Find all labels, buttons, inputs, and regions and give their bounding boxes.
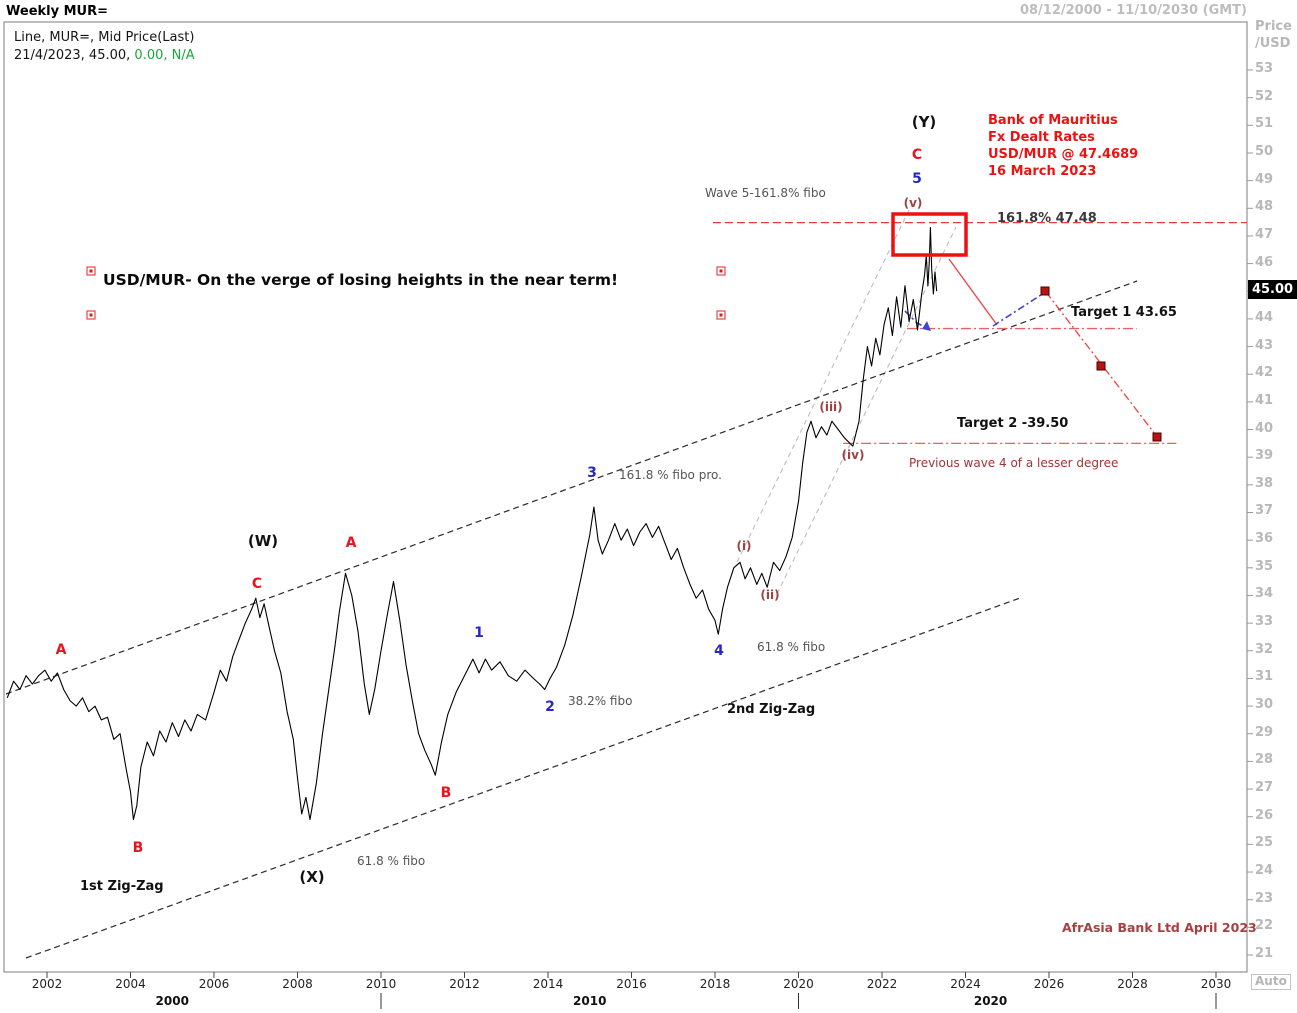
- bank-info-line-4: 16 March 2023: [988, 164, 1097, 179]
- year-tick-label-2020: 2020: [783, 977, 814, 991]
- text-handle-dot-4: [719, 313, 723, 317]
- price-tick-label-30: 30: [1255, 697, 1274, 713]
- text-handle-dot-2: [89, 313, 93, 317]
- price-tick-label-27: 27: [1255, 780, 1274, 796]
- price-tick-label-40: 40: [1255, 420, 1274, 436]
- year-tick-label-2004: 2004: [115, 977, 146, 991]
- decade-label-2000: 2000: [155, 994, 189, 1008]
- price-line-series: [6, 227, 938, 821]
- year-tick-label-2018: 2018: [699, 977, 731, 991]
- price-tick-label-39: 39: [1255, 448, 1274, 464]
- projection-square-marker-1: [1040, 286, 1050, 296]
- year-tick-label-2008: 2008: [282, 977, 313, 991]
- price-tick-label-53: 53: [1255, 61, 1274, 76]
- price-tick-label-32: 32: [1255, 641, 1274, 657]
- year-tick-label-2030: 2030: [1200, 977, 1232, 991]
- plot-border: [3, 21, 1248, 973]
- price-tick-label-24: 24: [1255, 863, 1274, 879]
- price-tick-label-29: 29: [1255, 724, 1274, 740]
- wave5-channel-right: [776, 226, 957, 595]
- price-tick-label-41: 41: [1255, 392, 1274, 408]
- year-tick-label-2022: 2022: [866, 977, 898, 991]
- price-tick-label-49: 49: [1255, 171, 1274, 187]
- text-handle-dot-1: [89, 269, 93, 273]
- price-axis-label-top: Price: [1255, 19, 1292, 34]
- price-tick-label-36: 36: [1255, 531, 1274, 547]
- bank-of-mauritius-note: Bank of Mauritius Fx Dealt Rates USD/MUR…: [988, 112, 1138, 180]
- price-tick-label-35: 35: [1255, 558, 1274, 574]
- bounce-arrow: [992, 292, 1045, 327]
- current-price-badge: 45.00: [1248, 280, 1297, 299]
- auto-scale-button[interactable]: Auto: [1251, 974, 1291, 990]
- projection-square-marker-2: [1096, 361, 1106, 371]
- bank-info-line-1: Bank of Mauritius: [988, 113, 1118, 128]
- price-tick-label-26: 26: [1255, 807, 1274, 823]
- decade-label-2010: 2010: [573, 994, 607, 1008]
- price-tick-label-42: 42: [1255, 365, 1274, 381]
- price-tick-label-21: 21: [1255, 945, 1274, 961]
- wave5-top-highlight-box: [891, 212, 968, 257]
- projection-solid-line: [948, 258, 998, 326]
- price-tick-label-34: 34: [1255, 586, 1274, 602]
- year-tick-label-2024: 2024: [950, 977, 981, 991]
- projection-square-marker-3: [1152, 432, 1162, 442]
- year-tick-label-2026: 2026: [1033, 977, 1065, 991]
- price-tick-label-28: 28: [1255, 752, 1274, 768]
- year-tick-label-2002: 2002: [31, 977, 63, 991]
- year-tick-label-2010: 2010: [365, 977, 397, 991]
- chart-date-range: 08/12/2000 - 11/10/2030 (GMT): [1019, 3, 1247, 18]
- year-tick-label-2014: 2014: [532, 977, 564, 991]
- price-tick-label-50: 50: [1255, 143, 1274, 159]
- year-tick-label-2016: 2016: [616, 977, 647, 991]
- price-tick-label-22: 22: [1255, 918, 1274, 934]
- upper-channel-trendline: [5, 280, 1138, 695]
- legend-values-line: 21/4/2023, 45.00, 0.00, N/A: [14, 48, 195, 64]
- price-tick-label-25: 25: [1255, 835, 1274, 851]
- price-tick-label-52: 52: [1255, 88, 1274, 104]
- legend-last-value: 21/4/2023, 45.00,: [14, 48, 131, 63]
- decade-label-2020: 2020: [973, 994, 1008, 1008]
- bank-info-line-2: Fx Dealt Rates: [988, 130, 1095, 145]
- headline-note: USD/MUR- On the verge of losing heights …: [103, 271, 619, 289]
- price-tick-label-23: 23: [1255, 890, 1274, 906]
- text-handle-dot-3: [719, 269, 723, 273]
- price-tick-label-33: 33: [1255, 614, 1274, 630]
- wave5-channel-left: [736, 203, 913, 563]
- price-tick-label-43: 43: [1255, 337, 1274, 353]
- legend-series-line: Line, MUR=, Mid Price(Last): [14, 30, 195, 45]
- bank-info-line-3: USD/MUR @ 47.4689: [988, 147, 1139, 162]
- price-tick-label-38: 38: [1255, 475, 1274, 491]
- chart-title: Weekly MUR=: [6, 4, 109, 19]
- price-axis-label-bottom: /USD: [1255, 36, 1291, 51]
- legend-change-value: 0.00, N/A: [134, 48, 195, 63]
- price-tick-label-51: 51: [1255, 116, 1274, 132]
- price-tick-label-31: 31: [1255, 669, 1274, 685]
- lower-channel-trendline: [25, 597, 1021, 959]
- price-tick-label-44: 44: [1255, 309, 1274, 325]
- price-tick-label-47: 47: [1255, 226, 1274, 242]
- year-tick-label-2012: 2012: [449, 977, 480, 991]
- pullback-arrowhead: [922, 321, 931, 331]
- price-tick-label-46: 46: [1255, 254, 1274, 270]
- year-tick-label-2028: 2028: [1117, 977, 1148, 991]
- year-tick-label-2006: 2006: [198, 977, 230, 991]
- price-tick-label-48: 48: [1255, 199, 1274, 215]
- price-tick-label-37: 37: [1255, 503, 1274, 519]
